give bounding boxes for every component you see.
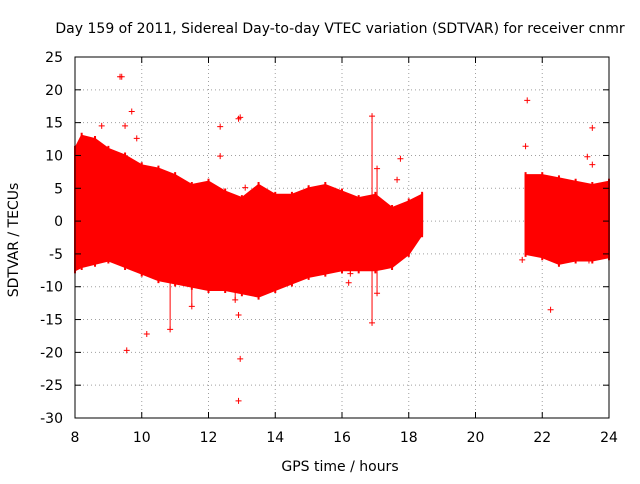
data-point: [519, 256, 526, 263]
data-point: [128, 108, 135, 115]
data-point: [242, 184, 249, 191]
chart-title: Day 159 of 2011, Sidereal Day-to-day VTE…: [55, 21, 624, 37]
y-tick-label: 20: [45, 83, 63, 99]
data-point: [369, 113, 376, 120]
y-tick-label: 10: [45, 148, 63, 164]
data-point: [345, 279, 352, 286]
data-point: [237, 355, 244, 362]
data-band-late: [524, 174, 610, 265]
data-point: [122, 122, 129, 129]
y-tick-label: 5: [54, 181, 63, 197]
data-point: [589, 124, 596, 131]
data-point: [167, 326, 174, 333]
y-tick-label: -5: [49, 247, 63, 263]
data-point: [232, 198, 239, 205]
x-tick-label: 8: [71, 430, 80, 446]
y-axis-label: SDTVAR / TECUs: [6, 183, 22, 298]
y-tick-label: -30: [40, 411, 63, 427]
x-tick-label: 22: [533, 430, 551, 446]
data-point: [235, 397, 242, 404]
data-point: [347, 195, 354, 202]
data-point: [235, 115, 242, 122]
data-point: [118, 73, 125, 80]
x-axis-label: GPS time / hours: [281, 459, 398, 475]
data-point: [217, 153, 224, 160]
data-point: [123, 347, 130, 354]
data-point: [585, 257, 592, 264]
data-point: [347, 270, 354, 277]
y-tick-label: -25: [40, 378, 63, 394]
data-point: [167, 211, 174, 218]
y-tick-label: 0: [54, 214, 63, 230]
data-point: [397, 155, 404, 162]
data-point: [188, 231, 195, 238]
data-point: [217, 123, 224, 130]
x-tick-label: 16: [333, 430, 351, 446]
data-point: [599, 241, 606, 248]
ticks: 8 10 12 14 16 18 20 22 24 -30 -25 -20 -15 -10 -5 0 5 10 15…: [40, 50, 618, 446]
data-point: [188, 303, 195, 310]
data-layer: [74, 73, 610, 404]
x-tick-label: 12: [200, 430, 218, 446]
x-tick-label: 18: [400, 430, 418, 446]
x-tick-label: 14: [266, 430, 284, 446]
data-point: [374, 290, 381, 297]
data-point: [235, 311, 242, 318]
data-point: [589, 161, 596, 168]
data-point: [394, 176, 401, 183]
y-tick-label: 15: [45, 116, 63, 132]
y-tick-label: -15: [40, 313, 63, 329]
y-tick-label: -10: [40, 280, 63, 296]
x-tick-label: 20: [467, 430, 485, 446]
data-point: [524, 97, 531, 104]
data-point: [522, 143, 529, 150]
x-tick-label: 10: [133, 430, 151, 446]
x-tick-label: 24: [600, 430, 618, 446]
data-point: [98, 122, 105, 129]
y-tick-label: -20: [40, 345, 63, 361]
y-tick-label: 25: [45, 50, 63, 66]
data-point: [547, 306, 554, 313]
data-point: [369, 319, 376, 326]
data-point: [374, 165, 381, 172]
data-point: [584, 153, 591, 160]
data-point: [143, 330, 150, 337]
data-point: [232, 296, 239, 303]
data-point: [133, 135, 140, 142]
